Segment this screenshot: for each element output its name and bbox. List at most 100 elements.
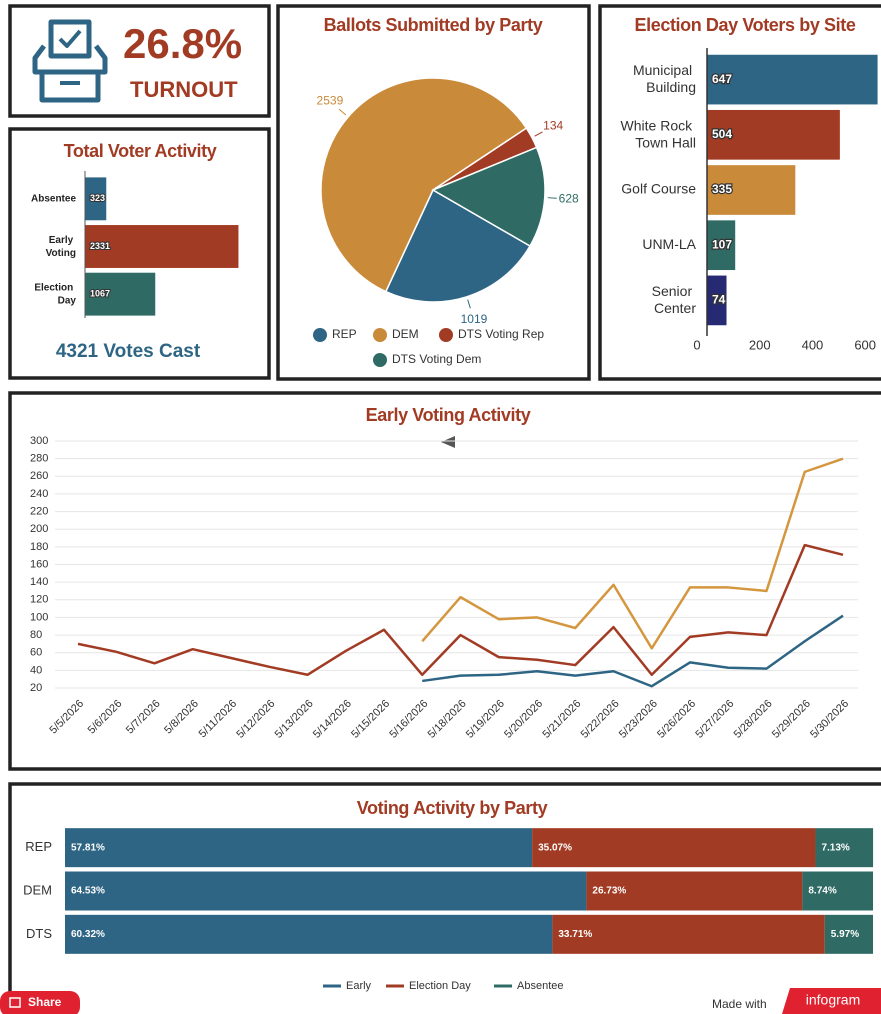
y-tick-label: Senior Center [652,283,697,316]
data-label: 628 [559,191,579,205]
bar [707,54,878,105]
x-tick-label: 5/13/2026 [273,698,316,741]
legend-label: DTS Voting Rep [458,327,544,341]
made-with: Made with [712,997,767,1011]
ballot-icon [32,19,108,103]
y-tick-label: 180 [30,541,48,553]
kpi-value: 26.8% [123,20,242,67]
x-tick-label: 5/12/2026 [234,698,277,741]
y-tick-label: Election Day [34,282,76,306]
y-tick-label: DEM [23,882,52,897]
y-tick-label: 280 [30,453,48,465]
legend-marker [373,328,387,342]
y-tick-label: 240 [30,488,48,500]
data-label: 134 [543,118,563,132]
bar [85,225,239,268]
x-tick-label: 5/27/2026 [693,698,736,741]
legend-label: DTS Voting Dem [392,352,481,366]
bar-segment [802,871,873,911]
chart-title: Ballots Submitted by Party [324,15,543,35]
data-label: 1019 [461,312,488,326]
brand-badge[interactable] [782,988,881,1014]
chart-title: Early Voting Activity [366,405,531,425]
leader-line [338,108,347,116]
data-label: 2539 [317,93,344,107]
y-tick-label: 120 [30,594,48,606]
data-label: 107 [712,237,732,251]
nav-arrow[interactable] [441,436,455,448]
bar-segment [824,914,873,954]
bar [707,220,736,271]
y-tick-label: Golf Course [621,181,696,197]
brand[interactable]: infogram [806,992,860,1008]
data-label: 74 [712,293,726,307]
leader-line [547,197,557,199]
legend-label: REP [332,327,357,341]
legend-marker [439,328,453,342]
x-tick-label: 5/23/2026 [617,698,660,741]
y-tick-label: DTS [26,926,52,941]
x-tick-label: 5/22/2026 [579,698,622,741]
y-tick-label: 40 [30,664,42,676]
share-icon [9,997,21,1008]
data-label: 647 [712,72,732,86]
bar [707,165,796,215]
pie-slice [320,77,528,293]
bar [85,177,107,221]
x-tick-label: 5/21/2026 [540,698,583,741]
x-tick-label: 5/7/2026 [124,698,163,737]
line-series [422,614,844,688]
bar [707,275,727,326]
x-tick-label: 5/28/2026 [732,698,775,741]
x-tick-label: 5/14/2026 [311,698,354,741]
chart-title: Voting Activity by Party [357,798,548,818]
bar-segment [586,871,803,911]
panel [598,4,881,381]
y-tick-label: UNM-LA [642,236,696,252]
share-button[interactable] [0,991,80,1014]
data-label: 1067 [90,289,110,299]
x-tick-label: 5/11/2026 [197,698,240,741]
kpi-panel [8,4,271,118]
bar-segment [65,914,553,954]
data-label: 60.32% [71,929,105,940]
data-label: 323 [90,193,105,203]
leader-line [467,299,471,309]
legend-marker [373,353,387,367]
data-label: 5.97% [831,929,859,940]
x-tick-label: 5/8/2026 [162,698,201,737]
x-tick-label: 400 [802,337,824,352]
legend-label: Absentee [517,980,563,992]
data-label: 2331 [90,241,110,251]
legend-label: Election Day [409,980,471,992]
data-label: 335 [712,182,732,196]
y-tick-label: Municipal Building [633,62,696,95]
bar-segment [815,828,874,868]
line-series [77,543,844,677]
x-tick-label: 5/15/2026 [349,698,392,741]
share-text[interactable]: Share [28,995,62,1009]
data-label: 64.53% [71,886,105,897]
data-label: 504 [712,127,732,141]
line-series [421,457,844,650]
bar-segment [65,871,587,911]
data-label: 26.73% [592,886,626,897]
y-tick-label: 140 [30,576,48,588]
y-tick-label: REP [25,839,52,854]
data-label: 33.71% [558,929,592,940]
y-tick-label: Early Voting [46,235,76,259]
y-tick-label: White Rock Town Hall [621,117,696,150]
data-label: 35.07% [538,842,572,853]
bar-segment [532,828,816,868]
legend-marker [313,328,327,342]
pie-slice [431,146,546,248]
x-tick-label: 5/18/2026 [426,698,469,741]
x-tick-label: 5/19/2026 [464,698,507,741]
panel [8,391,881,771]
bar [85,272,156,316]
pie-slice [384,188,532,303]
x-tick-label: 5/6/2026 [86,698,125,737]
x-tick-label: 5/29/2026 [770,698,813,741]
y-tick-label: 200 [30,523,48,535]
y-tick-label: 80 [30,629,42,641]
